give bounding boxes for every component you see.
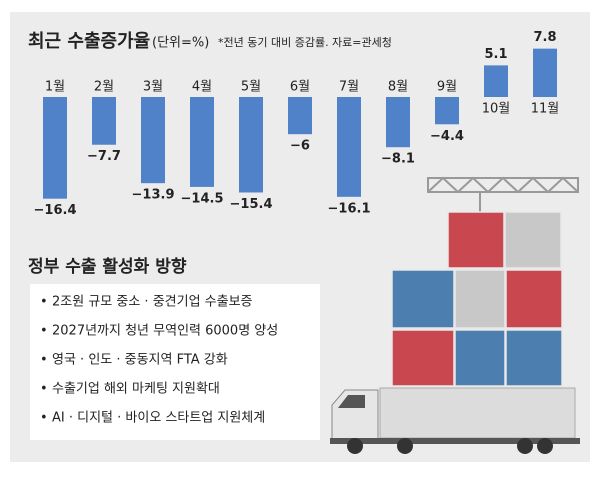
bar — [141, 97, 165, 184]
month-label: 1월 — [45, 80, 65, 95]
value-label: −15.4 — [230, 197, 273, 212]
chart-title: 최근 수출증가율 — [28, 31, 150, 52]
policy-box — [30, 284, 320, 440]
month-label: 9월 — [437, 80, 457, 95]
bar — [484, 65, 508, 97]
bullet-dot: • — [40, 295, 48, 310]
bar — [92, 97, 116, 145]
month-label: 11월 — [531, 102, 560, 117]
month-label: 7월 — [339, 80, 359, 95]
value-label: −7.7 — [87, 149, 121, 164]
policy-item: AI · 디지털 · 바이오 스타트업 지원체계 — [52, 411, 265, 426]
value-label: −6 — [290, 139, 310, 154]
bar — [533, 48, 557, 97]
value-label: 5.1 — [484, 47, 507, 62]
bar — [337, 97, 361, 197]
unit-label: (단위=%) — [152, 36, 209, 51]
month-label: 6월 — [290, 80, 310, 95]
value-label: 7.8 — [533, 30, 556, 45]
containers — [391, 211, 563, 387]
bullet-dot: • — [40, 382, 48, 397]
value-label: −16.4 — [34, 203, 77, 218]
crane — [427, 176, 579, 212]
month-label: 8월 — [388, 80, 408, 95]
bullet-dot: • — [40, 353, 48, 368]
source-note: *전년 동기 대비 증감률. 자료=관세청 — [218, 36, 392, 49]
bar — [43, 97, 67, 199]
bar — [239, 97, 263, 193]
policy-item: 영국 · 인도 · 중동지역 FTA 강화 — [52, 353, 228, 368]
value-label: −8.1 — [381, 152, 415, 167]
bar — [288, 97, 312, 135]
value-label: −4.4 — [430, 129, 464, 144]
value-label: −14.5 — [181, 191, 224, 206]
truck — [330, 387, 580, 454]
month-label: 10월 — [482, 102, 511, 117]
policy-title: 정부 수출 활성화 방향 — [28, 256, 187, 277]
bullet-dot: • — [40, 324, 48, 339]
value-label: −16.1 — [328, 201, 371, 216]
month-label: 5월 — [241, 80, 261, 95]
value-label: −13.9 — [132, 188, 175, 203]
bullet-dot: • — [40, 411, 48, 426]
month-label: 2월 — [94, 80, 114, 95]
bar — [190, 97, 214, 187]
policy-item: 2027년까지 청년 무역인력 6000명 양성 — [52, 324, 278, 339]
bar — [435, 97, 459, 125]
policy-item: 2조원 규모 중소 · 중견기업 수출보증 — [52, 295, 253, 310]
bar — [386, 97, 410, 148]
month-label: 3월 — [143, 80, 163, 95]
policy-item: 수출기업 해외 마케팅 지원확대 — [52, 382, 220, 397]
month-label: 4월 — [192, 80, 212, 95]
